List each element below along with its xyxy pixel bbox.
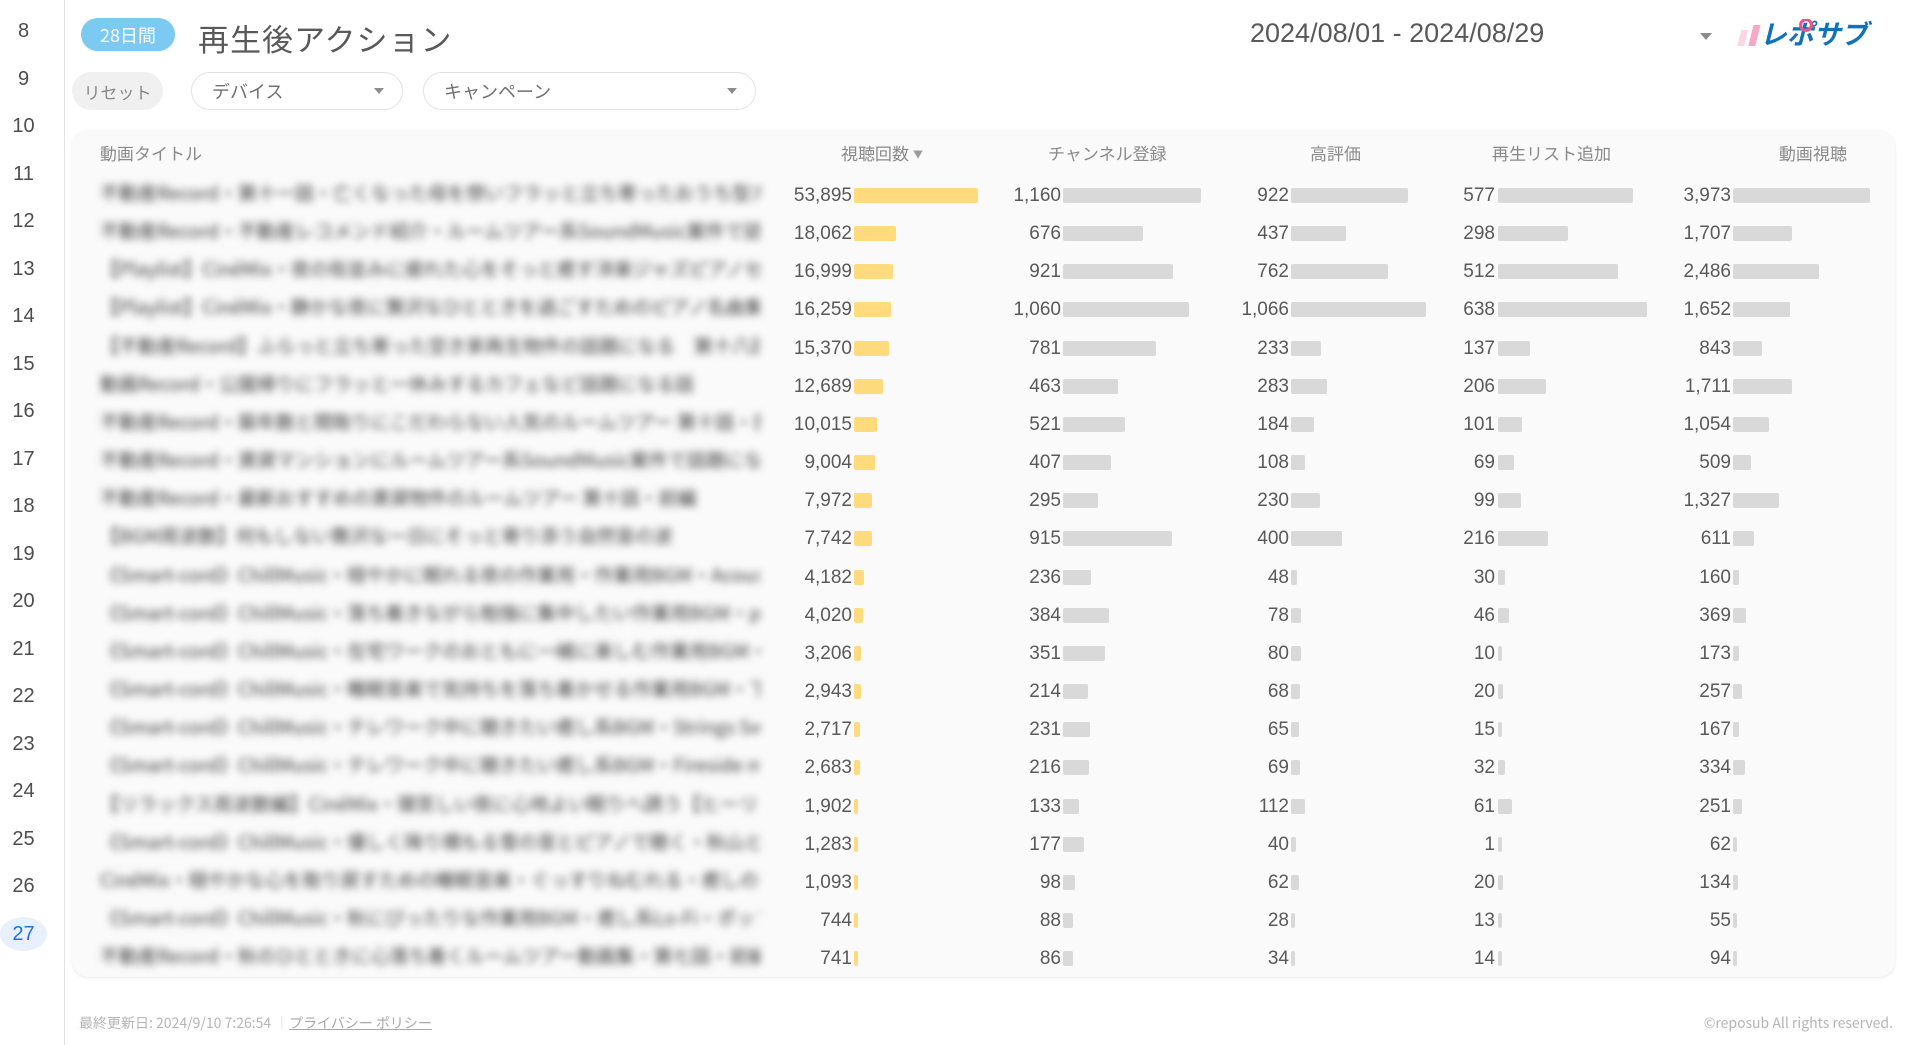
svg-text:レポサブ: レポサブ bbox=[1758, 19, 1876, 49]
